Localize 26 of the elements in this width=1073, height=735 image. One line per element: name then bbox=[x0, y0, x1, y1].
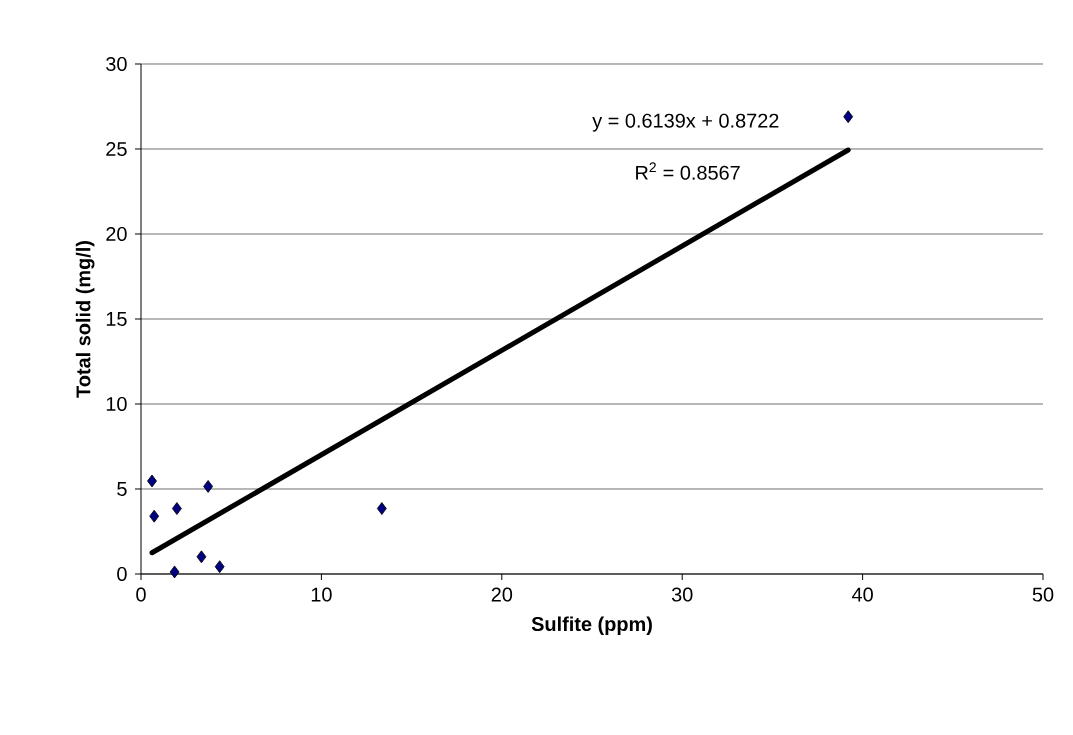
x-tick-label: 50 bbox=[1032, 587, 1054, 602]
y-tick-label: 25 bbox=[106, 141, 127, 157]
x-tick-label: 0 bbox=[136, 587, 146, 602]
x-tick-label: 20 bbox=[491, 587, 513, 602]
point bbox=[172, 502, 182, 515]
point bbox=[147, 474, 157, 488]
y-axis-title: Total solid (mg/l) bbox=[75, 241, 95, 398]
annotation: R$^{2}$ = 0.8567 bbox=[636, 162, 740, 180]
point bbox=[214, 560, 225, 574]
x-tick-label: 10 bbox=[311, 587, 332, 602]
point bbox=[376, 502, 387, 515]
point bbox=[196, 550, 207, 564]
y-tick-label: 0 bbox=[117, 566, 127, 582]
point bbox=[149, 509, 160, 523]
point bbox=[203, 480, 214, 493]
point bbox=[169, 565, 180, 579]
annotation: y = 0.6139x + 0.8722 bbox=[592, 113, 779, 132]
y-tick-label: 15 bbox=[106, 312, 127, 326]
x-tick-label: 40 bbox=[851, 587, 873, 602]
y-tick-label: 20 bbox=[106, 226, 127, 242]
y-tick-label: 30 bbox=[106, 56, 127, 72]
point bbox=[843, 110, 854, 124]
y-tick-label: 10 bbox=[106, 396, 127, 412]
x-axis-title: Sulfite (ppm) bbox=[531, 616, 652, 636]
x-tick-label: 30 bbox=[671, 587, 693, 602]
y-tick-label: 5 bbox=[117, 482, 127, 496]
